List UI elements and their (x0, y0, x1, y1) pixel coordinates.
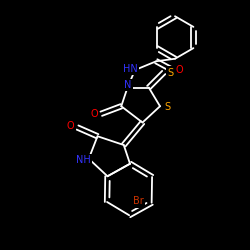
Text: N: N (124, 80, 131, 90)
Text: O: O (176, 65, 183, 75)
Text: NH: NH (76, 155, 90, 165)
Text: HN: HN (123, 64, 138, 74)
Text: O: O (90, 109, 98, 119)
Text: S: S (168, 68, 174, 78)
Text: S: S (164, 102, 170, 113)
Text: Br: Br (132, 196, 143, 206)
Text: O: O (67, 121, 74, 131)
